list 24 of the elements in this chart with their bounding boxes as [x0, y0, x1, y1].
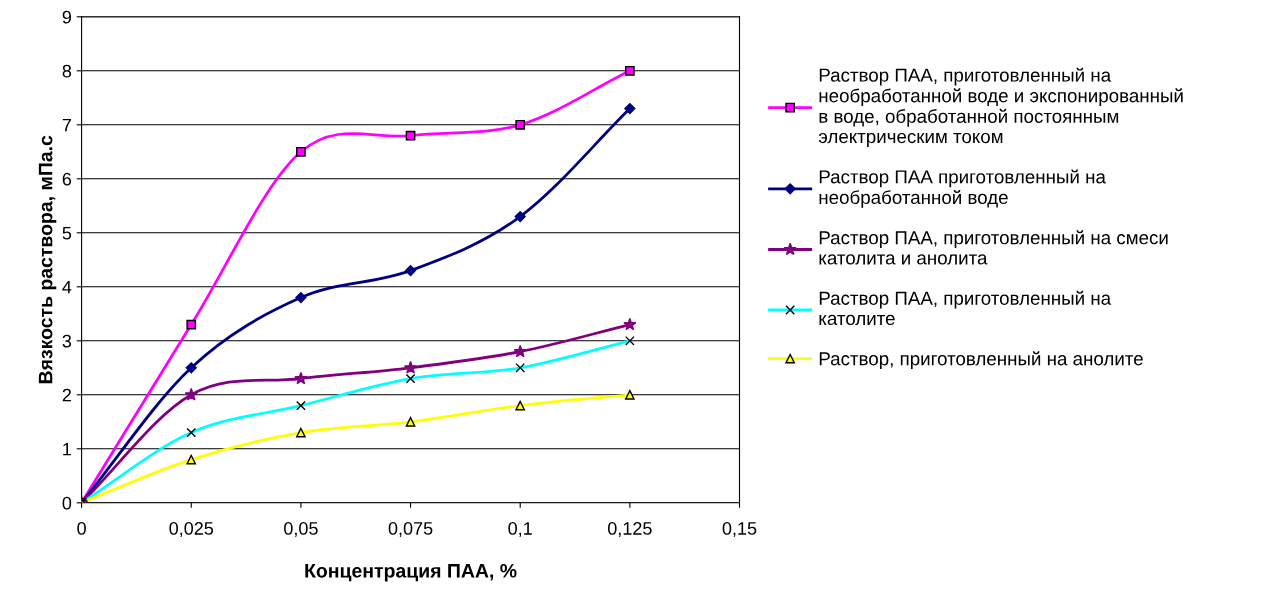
y-tick-label: 1	[63, 442, 71, 456]
x-tick-label: 0	[77, 522, 86, 535]
y-tick-label: 2	[62, 388, 71, 402]
y-axis-title: Вязкость раствора, мПа.с	[38, 135, 57, 384]
y-tick-label: 0	[62, 496, 72, 510]
y-tick-label: 7	[62, 118, 71, 132]
legend-label: Раствор ПАА, приготовленный на католите	[819, 290, 1112, 326]
y-tick-label: 5	[62, 226, 72, 240]
x-tick-label: 0,075	[388, 522, 433, 537]
y-tick-label: 8	[62, 64, 72, 78]
y-tick-label: 3	[62, 334, 72, 348]
x-axis-title: Концентрация ПАА, %	[305, 563, 517, 582]
x-tick-label: 0,125	[607, 522, 652, 537]
legend-label: Раствор ПАА приготовленный на необработанной воде	[819, 169, 1106, 208]
x-tick-label: 0,05	[284, 522, 318, 537]
legend-label: Раствор, приготовленный на анолите	[819, 351, 1143, 370]
y-tick-label: 6	[62, 172, 72, 186]
y-tick-label: 4	[62, 280, 72, 294]
x-tick-label: 0,15	[722, 522, 757, 537]
legend-label: Раствор ПАА, приготовленный на необработанной воде и экспонированный в воде, обработанной постоянным электрическим током	[818, 67, 1183, 147]
legend-label: Раствор ПАА, приготовленный на смеси католита и анолита	[819, 230, 1168, 265]
y-tick-label: 9	[62, 10, 72, 24]
x-tick-label: 0,1	[508, 522, 532, 537]
x-tick-label: 0,025	[169, 522, 214, 537]
